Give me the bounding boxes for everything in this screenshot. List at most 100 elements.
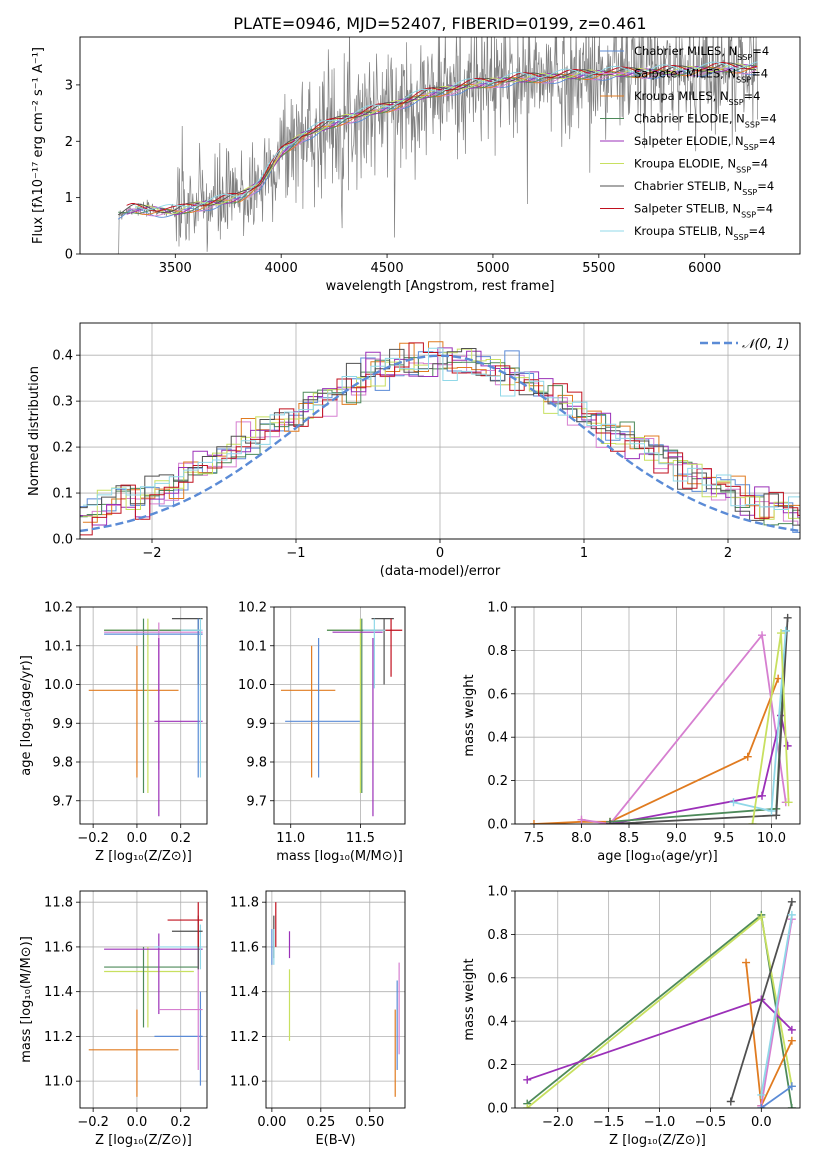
legend-label: Kroupa MILES, NSSP=4 — [634, 89, 760, 107]
y-tick-label: 1 — [65, 191, 73, 206]
spectrum-panel: 3500 4000 4500 5000 5500 6000 0 1 2 3 wavelength [… — [31, 36, 801, 294]
y-tick-label: 11.4 — [230, 985, 259, 1000]
y-tick-label: 0.2 — [52, 441, 73, 456]
y-axis-label: age [log₁₀(age/yr)] — [19, 655, 34, 776]
residual-histogram — [80, 342, 800, 536]
y-tick-label: 11.2 — [230, 1030, 259, 1045]
weight-point-marker — [787, 1104, 796, 1108]
weight-point-marker — [787, 897, 796, 906]
axes-frame — [273, 606, 406, 825]
model-spectrum-line — [134, 61, 758, 211]
y-tick-label: 11.6 — [44, 940, 73, 955]
x-tick-label: 7.5 — [524, 831, 545, 846]
y-tick-label: 10.1 — [238, 639, 267, 654]
y-tick-label: 10.0 — [44, 678, 73, 693]
x-tick-label: 5000 — [476, 261, 509, 276]
weight-series-line — [609, 715, 789, 824]
y-tick-label: 0.6 — [487, 971, 508, 986]
histogram-group — [80, 341, 800, 536]
weight-point-marker — [777, 629, 785, 638]
age-vs-mass-panel: 11.0 11.5 9.7 9.8 9.9 10.0 10.1 10.2 mass [log₁₀… — [238, 601, 406, 864]
normal-distribution-curve — [80, 354, 800, 533]
mass-vs-metallicity-panel: −0.2 0.0 0.2 11.0 11.2 11.4 11.6 11.8 Z [log₁₀(Z… — [19, 890, 208, 1148]
weight-point-marker — [606, 820, 614, 824]
x-tick-label: −1.0 — [644, 1115, 676, 1130]
x-tick-label: 0.0 — [751, 1115, 772, 1130]
x-tick-label: 0.50 — [355, 1115, 384, 1130]
x-tick-label: 9.0 — [666, 831, 687, 846]
weight-point-marker — [530, 820, 538, 824]
y-tick-label: 0 — [65, 248, 73, 263]
y-tick-label: 0.2 — [487, 774, 508, 789]
weight-point-marker — [772, 811, 781, 820]
weight-point-marker — [767, 806, 776, 815]
y-tick-label: 10.2 — [44, 601, 73, 616]
y-tick-label: 0.2 — [487, 1058, 508, 1073]
legend-label: 𝒩(0, 1) — [742, 337, 789, 352]
weight-point-marker — [757, 913, 766, 922]
y-tick-label: 0.1 — [52, 487, 73, 502]
weight-point-marker — [787, 910, 796, 919]
y-tick-label: 9.8 — [246, 756, 267, 771]
y-axis-label: mass weight — [462, 958, 477, 1040]
x-tick-label: 0.2 — [170, 1115, 191, 1130]
x-tick-label: 11.5 — [346, 831, 375, 846]
y-axis-label: Normed distribution — [27, 366, 42, 496]
y-tick-label: 9.8 — [52, 756, 73, 771]
weight-point-marker — [787, 1082, 796, 1091]
x-tick-label: 4500 — [371, 261, 404, 276]
residual-histogram — [82, 347, 800, 510]
weight-series-line — [745, 962, 793, 1108]
y-tick-label: 9.9 — [246, 717, 267, 732]
x-tick-label: 0.2 — [170, 831, 191, 846]
weight-point-marker — [758, 791, 766, 800]
x-axis-label: wavelength [Angstrom, rest frame] — [326, 279, 555, 294]
y-tick-label: 0.4 — [487, 1015, 508, 1030]
y-tick-label: 2 — [65, 135, 73, 150]
weight-point-marker — [784, 798, 793, 807]
y-tick-label: 10.0 — [238, 678, 267, 693]
mass-vs-ebv-panel: 0.00 0.25 0.50 11.0 11.2 11.4 11.6 11.8 E(B-V) — [230, 890, 406, 1148]
legend-label: Salpeter ELODIE, NSSP=4 — [634, 134, 776, 152]
legend-label: Chabrier MILES, NSSP=4 — [634, 44, 769, 62]
weight-point-marker — [743, 752, 752, 761]
y-tick-label: 0.8 — [487, 928, 508, 943]
x-tick-label: 5500 — [582, 261, 615, 276]
residuals-panel: −2 −1 0 1 2 0.0 0.1 0.2 0.3 0.4 (data-model)/error… — [27, 322, 801, 579]
model-spectrum-line — [126, 61, 757, 212]
x-axis-label: Z [log₁₀(Z/Z⊙)] — [609, 1133, 706, 1148]
residual-histogram — [80, 347, 800, 526]
weight-series-line — [760, 1085, 793, 1108]
x-tick-label: 11.0 — [276, 831, 305, 846]
weight-series-line — [729, 901, 793, 1102]
weight-point-marker — [787, 1025, 796, 1034]
weight-vs-metallicity-panel: −2.0 −1.5 −1.0 −0.5 0.0 0.0 0.2 0.4 0.6 0.8 1.0 Z [… — [462, 885, 801, 1148]
weight-point-marker — [742, 958, 751, 967]
x-axis-label: (data-model)/error — [380, 564, 501, 579]
weight-point-marker — [729, 798, 738, 807]
weight-point-marker — [523, 1104, 532, 1108]
x-tick-label: 8.0 — [571, 831, 592, 846]
axes-frame — [265, 890, 406, 1109]
y-tick-label: 1.0 — [487, 601, 508, 616]
x-axis-label: E(B-V) — [315, 1133, 355, 1148]
x-tick-label: 2 — [724, 546, 732, 561]
x-tick-label: −2.0 — [542, 1115, 574, 1130]
x-tick-label: −0.5 — [695, 1115, 727, 1130]
y-tick-label: 9.9 — [52, 717, 73, 732]
axes-frame — [514, 890, 801, 1109]
residual-histogram — [82, 341, 800, 523]
weight-point-marker — [783, 613, 792, 622]
y-tick-label: 0.4 — [487, 731, 508, 746]
residual-histogram — [80, 348, 800, 526]
x-axis-label: mass [log₁₀(M/M⊙)] — [276, 849, 403, 864]
weight-point-marker — [577, 815, 586, 824]
weight-series-line — [760, 914, 793, 1096]
weight-point-marker — [787, 1036, 796, 1045]
y-tick-label: 0.4 — [52, 349, 73, 364]
age-vs-metallicity-panel: −0.2 0.0 0.2 9.7 9.8 9.9 10.0 10.1 10.2 Z [log₁₀(… — [19, 601, 208, 864]
weight-lines — [530, 613, 793, 824]
spectrum-lines — [116, 37, 758, 254]
y-axis-label: mass [log₁₀(M/M⊙)] — [19, 936, 34, 1063]
